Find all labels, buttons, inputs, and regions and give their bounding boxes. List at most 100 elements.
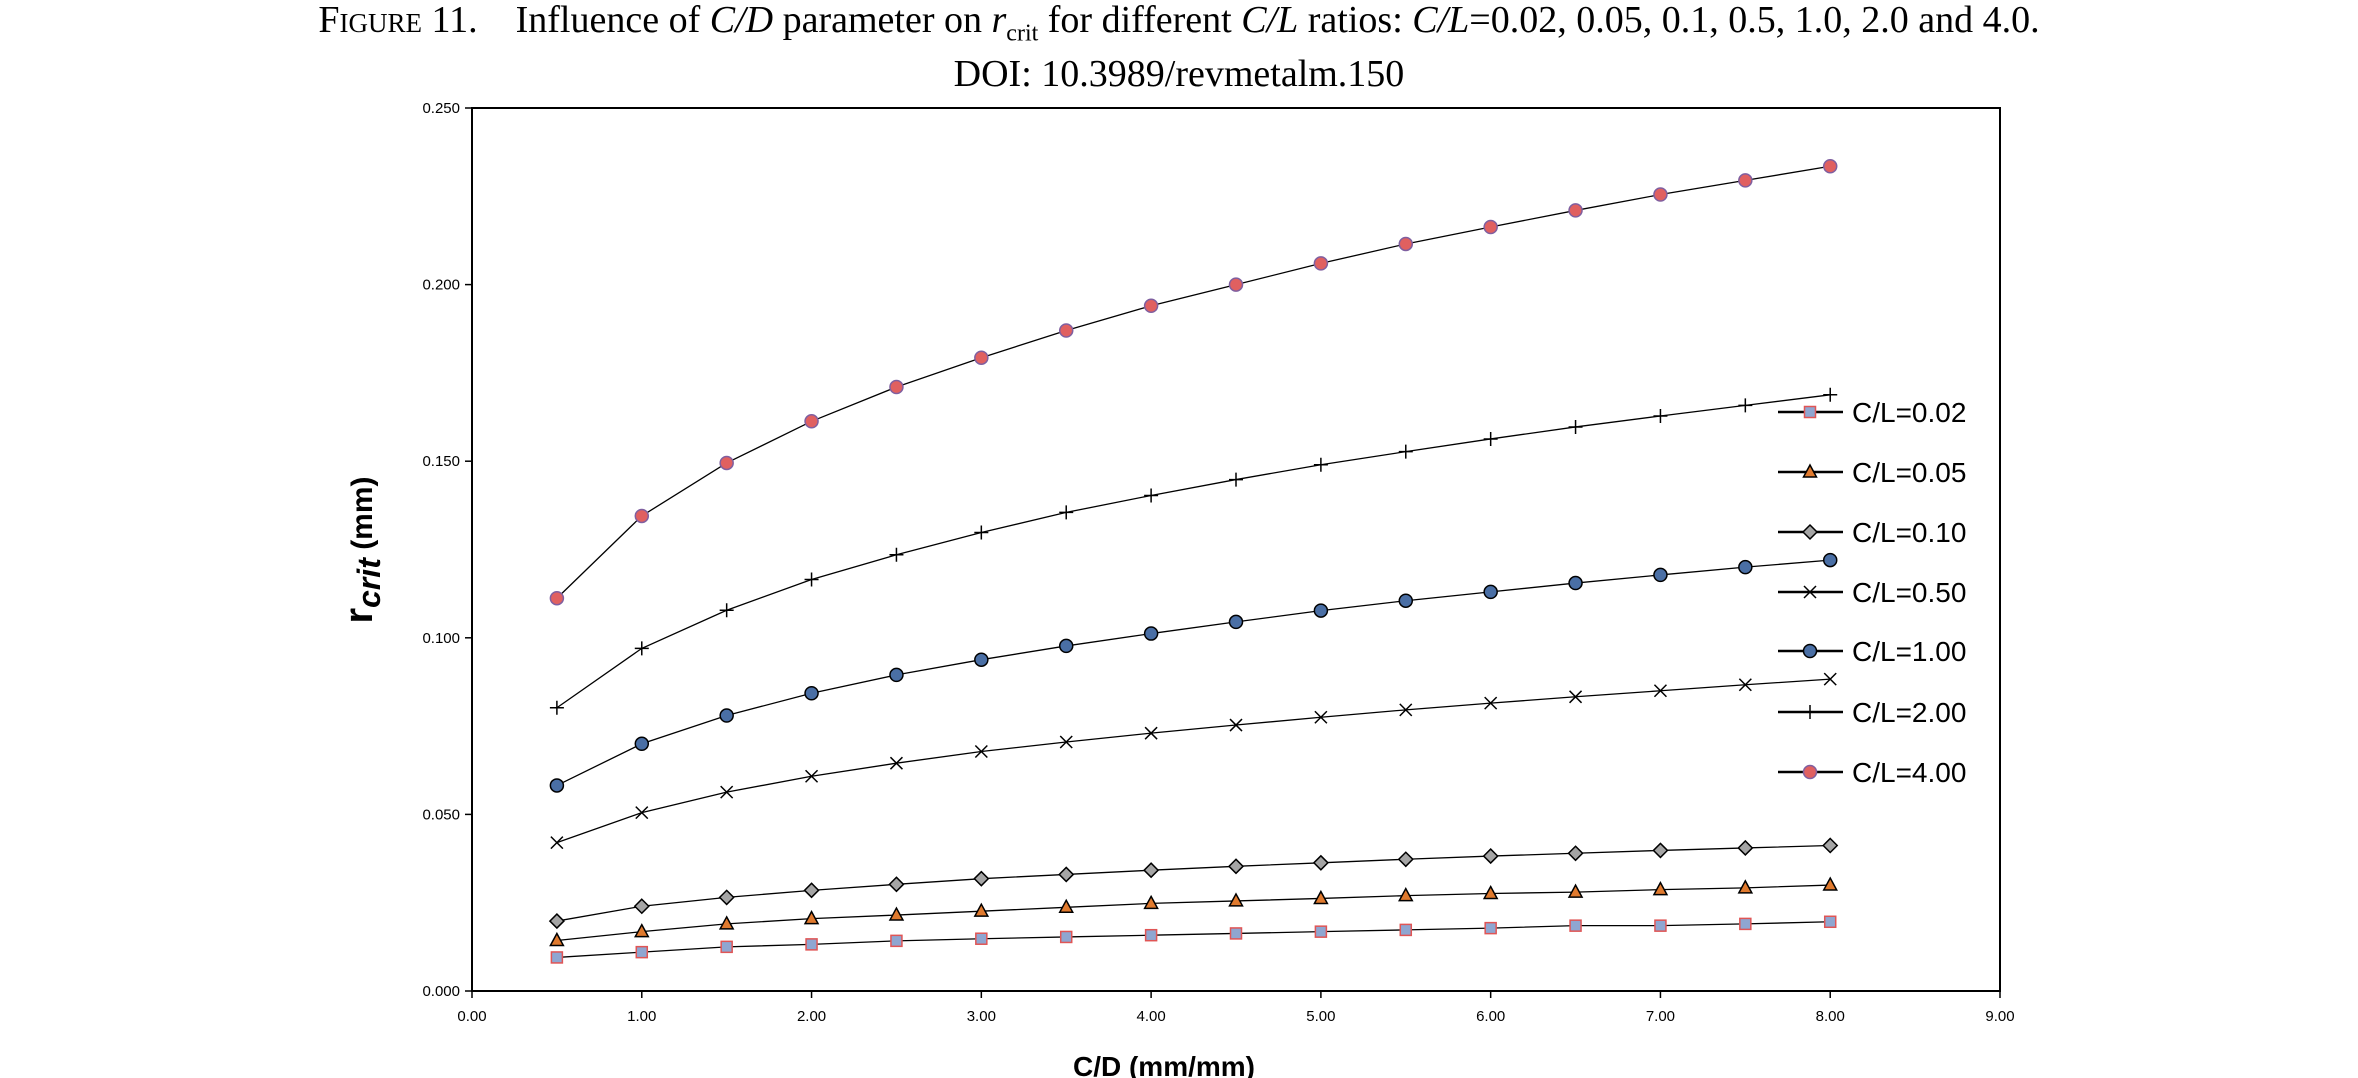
data-point <box>1314 925 1328 938</box>
data-point <box>549 590 565 606</box>
caption-text-2: C/D <box>709 0 774 41</box>
axes: 0.00 1.00 2.00 3.00 4.00 5.00 6.00 7.00 8.00 9.00… <box>422 100 2014 1025</box>
x-tick-label: 3.00 <box>967 1008 996 1025</box>
data-point <box>1398 444 1413 459</box>
caption-text-6: for different <box>1038 0 1242 41</box>
data-point <box>1484 921 1497 935</box>
data-point <box>634 736 650 752</box>
x-tick-label: 1.00 <box>627 1008 656 1025</box>
data-point <box>1059 505 1074 520</box>
data-point <box>1058 898 1074 914</box>
caption-text-10: =0.02, 0.05, 0.1, 0.5, 1.0, 2.0 and 4.0. <box>1469 0 2040 41</box>
data-point <box>1737 839 1754 857</box>
data-point <box>1567 883 1584 898</box>
legend: C/L=0.02 C/L=0.05 C/L=0.10 C/L=0.50 C/L=1.00… <box>1778 397 1966 788</box>
data-point <box>634 923 650 938</box>
data-point <box>720 940 733 954</box>
data-point <box>1822 876 1838 891</box>
data-point <box>1143 626 1159 641</box>
data-point <box>635 806 649 820</box>
data-point <box>1313 889 1329 905</box>
data-point <box>804 686 819 701</box>
caption-text-8: ratios: <box>1298 0 1413 41</box>
data-point <box>1228 614 1244 630</box>
data-point <box>1144 726 1158 740</box>
data-point <box>889 756 903 770</box>
data-point <box>1823 672 1837 686</box>
legend-marker <box>1802 463 1818 478</box>
legend-entry: C/L=0.50 <box>1778 577 1966 608</box>
legend-label: C/L=0.02 <box>1852 397 1966 428</box>
data-point <box>1058 638 1074 654</box>
data-point <box>1568 575 1583 591</box>
data-point <box>805 938 818 951</box>
data-point <box>634 641 649 656</box>
legend-entry: C/L=2.00 <box>1778 697 1966 728</box>
data-point <box>973 870 990 887</box>
data-point <box>1484 696 1498 710</box>
data-point <box>1059 930 1073 944</box>
data-point <box>1482 848 1499 865</box>
y-tick-label: 0.150 <box>422 453 460 470</box>
data-point <box>1653 408 1668 423</box>
legend-marker <box>1803 705 1817 719</box>
data-point <box>890 934 903 948</box>
data-point <box>1652 881 1669 896</box>
data-point <box>1228 277 1244 292</box>
y-tick-label: 0.200 <box>422 277 460 294</box>
data-point <box>888 906 905 921</box>
data-point <box>1654 919 1667 932</box>
legend-entry: C/L=1.00 <box>1778 636 1966 667</box>
data-point <box>1399 923 1413 937</box>
data-point <box>1313 603 1329 618</box>
y-axis-label-unit: (mm) <box>346 476 379 558</box>
x-tick-label: 7.00 <box>1646 1008 1675 1025</box>
data-point <box>1652 842 1669 859</box>
caption-label: Figure 11. <box>318 0 478 41</box>
x-axis-label: C/D (mm/mm) <box>1073 1051 1255 1078</box>
data-point <box>888 876 905 893</box>
data-point <box>1227 858 1245 875</box>
data-point <box>1312 854 1329 871</box>
series-line <box>556 394 1831 709</box>
x-tick-label: 9.00 <box>1985 1008 2014 1025</box>
data-point <box>550 951 564 964</box>
data-point <box>889 379 904 395</box>
data-point <box>1143 862 1160 879</box>
x-tick-label: 2.00 <box>797 1008 826 1025</box>
data-point <box>1314 710 1328 724</box>
caption-doi: DOI: 10.3989/revmetalm.150 <box>953 52 1405 95</box>
series-line <box>556 165 1831 599</box>
data-point <box>1822 837 1839 854</box>
data-point <box>974 744 988 759</box>
x-tick-label: 6.00 <box>1476 1008 1505 1025</box>
data-point <box>1823 387 1838 402</box>
data-point <box>548 913 565 930</box>
data-point <box>719 603 734 618</box>
caption-text-3: parameter on <box>773 0 992 41</box>
data-point <box>1397 851 1414 868</box>
y-tick-label: 0.000 <box>422 983 460 1000</box>
data-point <box>1823 915 1837 929</box>
y-axis-label-sub: crit <box>351 557 387 608</box>
legend-entry: C/L=0.05 <box>1778 457 1966 488</box>
legend-marker <box>1802 643 1818 659</box>
legend-marker <box>1801 523 1819 541</box>
legend-label: C/L=0.05 <box>1852 457 1966 488</box>
figure-caption: Figure 11. Influence of C/D parameter on… <box>0 0 2358 94</box>
data-point <box>1822 552 1838 568</box>
caption-text-4: r <box>991 0 1007 41</box>
data-point <box>1228 892 1244 907</box>
x-tick-label: 4.00 <box>1137 1008 1166 1025</box>
data-point <box>1143 298 1159 314</box>
data-point <box>1059 735 1073 749</box>
data-point <box>1567 845 1584 862</box>
legend-marker <box>1803 585 1817 599</box>
caption-text-1: Influence of <box>515 0 710 41</box>
data-point <box>1483 431 1498 446</box>
legend-label: C/L=1.00 <box>1852 636 1966 667</box>
data-point <box>1568 419 1583 434</box>
data-point <box>719 455 734 471</box>
series-line <box>556 884 1831 942</box>
